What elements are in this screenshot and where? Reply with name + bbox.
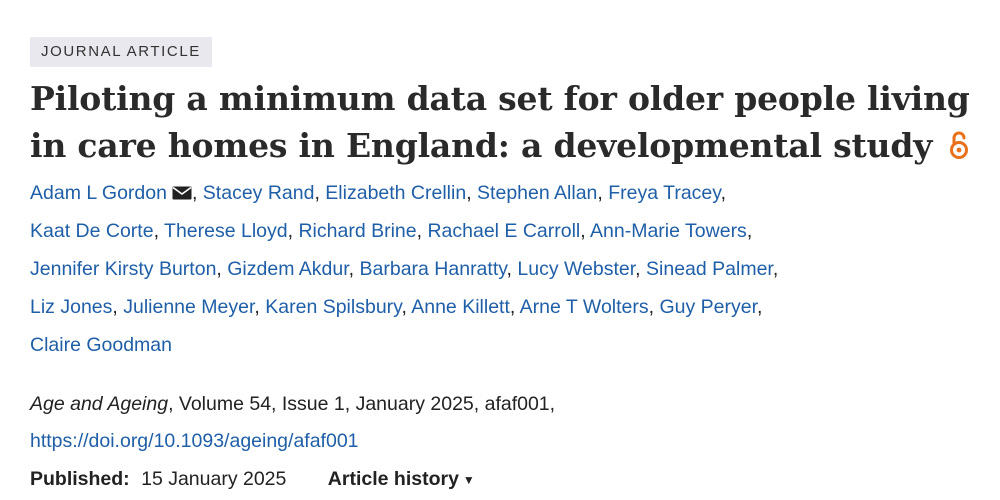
author-link[interactable]: Gizdem Akdur	[227, 258, 349, 280]
author-link[interactable]: Jennifer Kirsty Burton	[30, 258, 217, 280]
article-title: Piloting a minimum data set for older pe…	[30, 75, 970, 169]
author-link[interactable]: Julienne Meyer	[123, 296, 255, 318]
author-link[interactable]: Sinead Palmer	[646, 258, 773, 280]
author-link[interactable]: Therese Lloyd	[164, 220, 288, 242]
author-link[interactable]: Anne Killett	[411, 296, 510, 318]
author-link[interactable]: Liz Jones	[30, 296, 113, 318]
citation-details: , Volume 54, Issue 1, January 2025, afaf…	[168, 393, 556, 415]
author-link[interactable]: Elizabeth Crellin	[325, 182, 467, 204]
author-link[interactable]: Karen Spilsbury	[265, 296, 402, 318]
author-link[interactable]: Barbara Hanratty	[359, 258, 507, 280]
journal-name: Age and Ageing	[30, 393, 169, 415]
doi-link[interactable]: https://doi.org/10.1093/ageing/afaf001	[30, 430, 359, 452]
author-link[interactable]: Stephen Allan	[477, 182, 598, 204]
author-link[interactable]: Guy Peryer	[659, 296, 758, 318]
open-access-lock-icon	[949, 131, 968, 159]
author-link[interactable]: Lucy Webster	[517, 258, 636, 280]
caret-down-icon: ▼	[462, 473, 475, 487]
article-title-line-2: in care homes in England: a developmenta…	[30, 126, 933, 165]
published-label: Published:	[30, 468, 130, 490]
published-date: 15 January 2025	[141, 468, 287, 490]
author-link[interactable]: Rachael E Carroll	[427, 220, 581, 242]
author-link[interactable]: Ann-Marie Towers	[590, 220, 747, 242]
author-list: Adam L Gordon , Stacey Rand, Elizabeth C…	[30, 182, 779, 356]
author-link[interactable]: Freya Tracey	[608, 182, 721, 204]
author-link[interactable]: Kaat De Corte	[30, 220, 154, 242]
citation-block: Age and Ageing, Volume 54, Issue 1, Janu…	[30, 386, 970, 460]
article-type-badge: JOURNAL ARTICLE	[30, 37, 212, 67]
author-link[interactable]: Claire Goodman	[30, 334, 172, 356]
article-history-button[interactable]: Article history ▼	[328, 468, 475, 490]
publication-info: Published: 15 January 2025 Article histo…	[30, 460, 970, 499]
author-link[interactable]: Richard Brine	[298, 220, 417, 242]
author-link[interactable]: Arne T Wolters	[519, 296, 649, 318]
envelope-icon[interactable]	[172, 186, 192, 200]
article-title-line-1: Piloting a minimum data set for older pe…	[30, 79, 970, 118]
article-header: JOURNAL ARTICLE Piloting a minimum data …	[30, 37, 970, 499]
author-link[interactable]: Adam L Gordon	[30, 182, 167, 204]
author-link[interactable]: Stacey Rand	[202, 182, 315, 204]
article-history-label: Article history	[327, 468, 459, 490]
